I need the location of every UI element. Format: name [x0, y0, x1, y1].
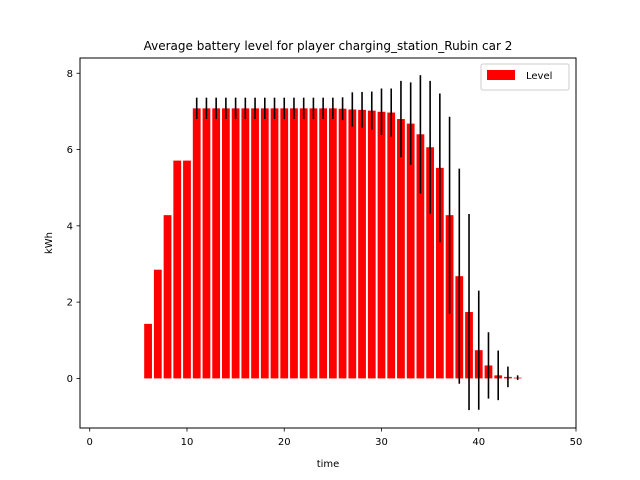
- bar: [192, 108, 201, 379]
- bar: [260, 108, 269, 379]
- bar: [153, 269, 162, 379]
- bar: [280, 108, 289, 379]
- y-tick-label: 0: [67, 374, 73, 385]
- axes-frame: [79, 57, 577, 429]
- bar: [387, 112, 396, 379]
- y-axis-label: kWh: [44, 232, 55, 254]
- legend: Level: [480, 63, 570, 91]
- y-tick-label: 6: [67, 145, 73, 156]
- bar: [173, 160, 182, 379]
- x-tick-label: 30: [375, 437, 388, 448]
- x-axis-label: time: [317, 459, 340, 470]
- bar: [299, 108, 308, 379]
- bar: [435, 167, 444, 379]
- bar: [144, 323, 152, 379]
- bar: [290, 108, 298, 379]
- y-axis: 0 2 4 6 8: [67, 69, 80, 385]
- bar: [251, 108, 259, 379]
- x-tick-label: 50: [570, 437, 583, 448]
- bar: [221, 108, 230, 379]
- bar: [348, 109, 357, 379]
- x-tick-label: 40: [472, 437, 485, 448]
- bar: [202, 108, 211, 379]
- bar: [416, 134, 425, 379]
- bar: [241, 108, 250, 379]
- bar: [377, 111, 386, 379]
- bar: [270, 108, 279, 379]
- bar: [319, 108, 328, 379]
- bar: [426, 147, 435, 379]
- bar: [231, 108, 240, 379]
- y-tick-label: 8: [67, 69, 73, 80]
- bar: [163, 215, 172, 379]
- bar: [358, 109, 366, 379]
- bar: [309, 108, 318, 379]
- bar: [338, 108, 347, 379]
- x-axis: 0 10 20 30 40 50: [87, 428, 583, 448]
- y-tick-label: 2: [67, 298, 73, 309]
- legend-swatch: [487, 70, 515, 80]
- plot-area: [144, 75, 522, 411]
- chart-title: Average battery level for player chargin…: [144, 39, 513, 53]
- bar: [183, 160, 191, 379]
- x-tick-label: 20: [278, 437, 291, 448]
- y-tick-label: 4: [67, 221, 73, 232]
- x-tick-label: 10: [181, 437, 194, 448]
- legend-label: Level: [526, 71, 552, 82]
- bar: [328, 108, 337, 379]
- x-tick-label: 0: [87, 437, 93, 448]
- bar: [367, 110, 376, 379]
- bar: [212, 108, 221, 379]
- bar: [406, 123, 415, 379]
- bar: [397, 119, 405, 379]
